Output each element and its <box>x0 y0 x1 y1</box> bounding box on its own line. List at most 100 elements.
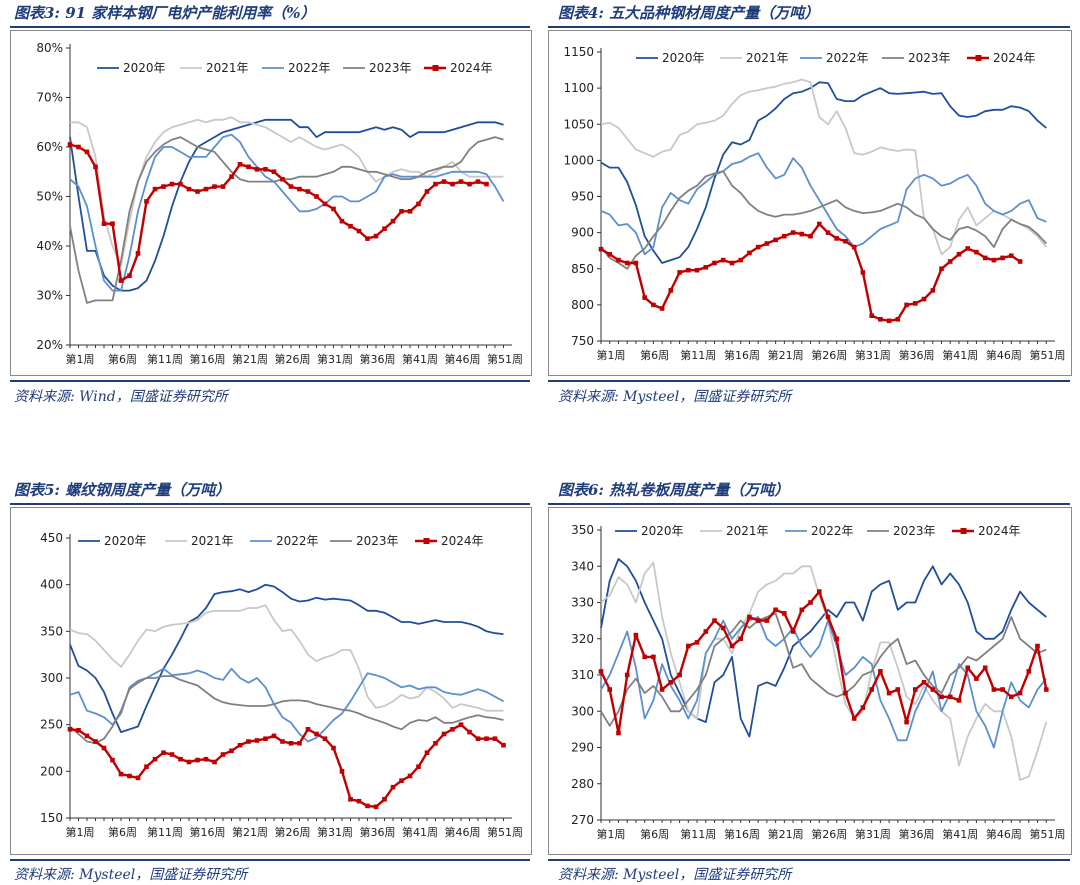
source-rule <box>10 380 530 382</box>
title-rule <box>548 26 1070 28</box>
series-line-2022 <box>69 133 505 292</box>
data-point <box>263 736 268 741</box>
data-point <box>956 252 962 257</box>
legend-label: 2022年 <box>826 51 869 65</box>
source-note: 资料来源: Mysteel，国盛证券研究所 <box>558 389 792 405</box>
data-point <box>991 257 997 263</box>
legend-label: 2024年 <box>450 61 493 75</box>
data-point <box>254 738 260 743</box>
legend-marker <box>423 538 430 544</box>
legend-label: 2023年 <box>356 534 399 548</box>
data-point <box>297 741 302 746</box>
source-rule <box>548 859 1070 861</box>
data-point <box>305 727 311 732</box>
data-point <box>365 236 370 241</box>
data-point <box>773 237 778 243</box>
data-point <box>76 144 81 150</box>
y-tick-label: 20% <box>36 338 63 352</box>
legend-marker <box>975 55 982 61</box>
data-point <box>416 201 421 207</box>
data-point <box>1017 259 1023 264</box>
data-point <box>169 752 175 757</box>
y-tick-label: 320 <box>571 632 594 646</box>
data-point <box>271 733 277 739</box>
legend-label: 2020年 <box>662 51 705 65</box>
data-point <box>186 759 192 765</box>
y-tick-label: 330 <box>571 596 594 610</box>
series-line-2020 <box>69 583 504 733</box>
data-point <box>144 199 149 204</box>
data-point <box>135 251 141 256</box>
x-tick-label: 第31周 <box>855 348 891 362</box>
y-tick-label: 340 <box>571 559 594 573</box>
data-point <box>305 189 311 194</box>
data-point <box>686 267 691 273</box>
data-point <box>747 250 752 256</box>
data-point <box>407 209 413 214</box>
data-point <box>834 236 839 241</box>
data-point <box>808 600 813 605</box>
data-point <box>407 773 413 779</box>
data-point <box>851 716 857 721</box>
data-point <box>441 179 447 184</box>
data-point <box>441 731 447 737</box>
chart-title: 图表4: 五大品种钢材周度产量（万吨） <box>558 4 820 22</box>
data-point <box>322 201 328 207</box>
data-point <box>67 142 73 147</box>
data-point <box>433 741 438 746</box>
data-point <box>982 255 988 261</box>
series-line-2021 <box>70 116 504 267</box>
x-tick-label: 第36周 <box>360 825 396 839</box>
y-tick-label: 450 <box>40 531 63 545</box>
y-tick-label: 1150 <box>563 45 594 59</box>
data-point <box>484 181 489 187</box>
data-point <box>288 184 294 189</box>
x-tick-label: 第1周 <box>66 352 95 366</box>
data-point <box>642 654 647 660</box>
x-tick-label: 第11周 <box>680 827 716 841</box>
x-tick-label: 第51周 <box>1030 827 1066 841</box>
data-point <box>101 221 107 226</box>
x-tick-label: 第21周 <box>768 827 804 841</box>
data-point <box>475 736 481 741</box>
y-tick-label: 750 <box>571 334 594 348</box>
x-tick-label: 第6周 <box>640 827 669 841</box>
series-line-2024 <box>599 590 1048 735</box>
chart-title: 图表6: 热轧卷板周度产量（万吨） <box>558 481 790 499</box>
data-point <box>913 301 918 306</box>
source-rule <box>10 859 530 861</box>
x-tick-label: 第16周 <box>190 825 226 839</box>
data-point <box>817 221 822 227</box>
data-point <box>869 313 874 318</box>
x-tick-label: 第21周 <box>232 352 268 366</box>
data-point <box>424 189 430 194</box>
data-point <box>254 167 260 172</box>
data-point <box>178 756 183 762</box>
plot-frame <box>10 30 532 376</box>
data-point <box>904 302 909 308</box>
y-tick-label: 30% <box>36 289 63 303</box>
data-point <box>930 288 936 293</box>
x-tick-label: 第21周 <box>768 348 804 362</box>
data-point <box>633 632 639 638</box>
x-tick-label: 第21周 <box>232 825 268 839</box>
y-tick-label: 150 <box>40 811 63 825</box>
x-tick-label: 第41周 <box>942 348 978 362</box>
x-tick-label: 第16周 <box>724 348 760 362</box>
data-point <box>424 750 430 755</box>
data-point <box>974 249 979 255</box>
data-point <box>93 739 98 744</box>
data-point <box>694 640 700 645</box>
data-point <box>331 206 336 212</box>
series-line-2020 <box>69 118 504 292</box>
data-point <box>616 257 621 263</box>
x-tick-label: 第31周 <box>317 825 353 839</box>
data-point <box>764 241 770 246</box>
data-point <box>135 775 141 781</box>
data-point <box>84 733 90 739</box>
data-point <box>790 230 796 235</box>
legend-label: 2023年 <box>893 524 936 538</box>
legend-label: 2022年 <box>811 524 854 538</box>
data-point <box>921 680 927 685</box>
data-point <box>212 184 217 189</box>
